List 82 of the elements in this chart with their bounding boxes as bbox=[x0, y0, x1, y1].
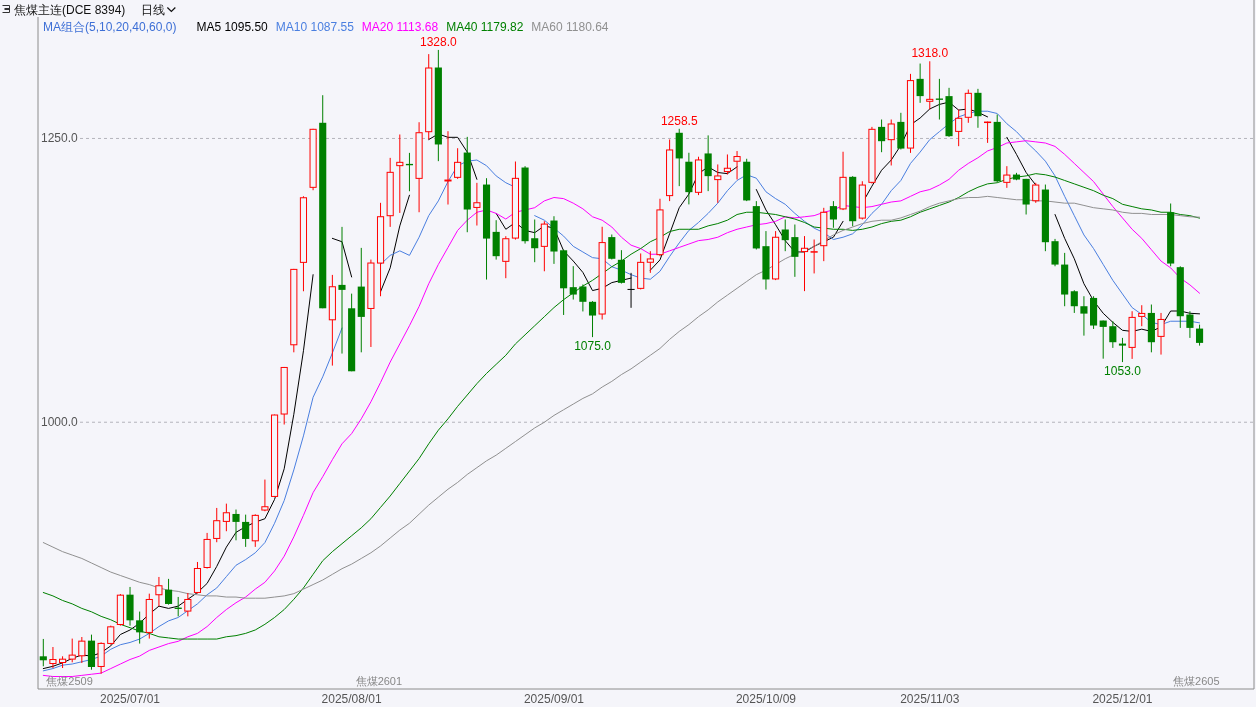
candlestick bbox=[396, 133, 404, 214]
candlestick bbox=[444, 130, 452, 206]
text: MA40 1179.82 bbox=[446, 20, 524, 34]
candlestick bbox=[1118, 337, 1127, 363]
candlestick bbox=[1003, 165, 1011, 189]
candlestick bbox=[704, 134, 712, 192]
annotation: 焦煤2605 bbox=[1173, 675, 1220, 687]
candlestick bbox=[78, 636, 86, 664]
x-tick-label: 2025/07/01 bbox=[99, 692, 161, 706]
candlestick bbox=[1032, 182, 1040, 204]
x-tick-label: 2025/10/09 bbox=[735, 692, 797, 706]
y-tick-label: 1000.0 bbox=[41, 415, 79, 430]
candlestick bbox=[955, 109, 963, 147]
candlestick bbox=[193, 561, 202, 595]
candlestick bbox=[155, 576, 163, 607]
candlestick bbox=[829, 200, 837, 229]
x-tick-label: 2025/12/01 bbox=[1092, 692, 1153, 706]
candlestick bbox=[1157, 312, 1165, 356]
candlestick bbox=[222, 503, 230, 532]
text: 1258.5 bbox=[660, 113, 698, 128]
candlestick bbox=[68, 638, 76, 663]
candlestick bbox=[261, 479, 269, 512]
candlestick bbox=[916, 63, 924, 104]
text: 1075.0 bbox=[574, 339, 611, 354]
candlestick bbox=[791, 224, 799, 278]
x-tick-label: 2025/09/01 bbox=[523, 692, 585, 706]
candlestick bbox=[232, 509, 240, 541]
candlestick bbox=[1109, 320, 1117, 349]
candlestick bbox=[1099, 320, 1107, 360]
text: MA5 1095.50 bbox=[196, 20, 269, 34]
candlestick bbox=[878, 119, 886, 153]
candlestick bbox=[97, 641, 105, 675]
candlestick bbox=[964, 89, 972, 124]
annotation: 焦煤2509 bbox=[46, 675, 93, 687]
candlestick bbox=[540, 220, 548, 272]
candlestick bbox=[608, 233, 616, 260]
x-tick-label: 2025/08/01 bbox=[321, 692, 382, 706]
candlestick bbox=[588, 300, 597, 338]
text: MA60 1180.64 bbox=[531, 20, 609, 34]
text: 1318.0 bbox=[911, 46, 949, 61]
candlestick bbox=[926, 60, 934, 111]
x-tick-label: 2025/11/03 bbox=[900, 692, 960, 706]
candlestick bbox=[1080, 295, 1088, 337]
candlestick bbox=[723, 153, 731, 175]
candlestick bbox=[569, 265, 577, 301]
candlestick bbox=[1070, 289, 1078, 314]
candlestick bbox=[502, 235, 510, 279]
candlestick bbox=[733, 150, 741, 180]
candlestick bbox=[338, 226, 346, 355]
candlestick bbox=[1051, 238, 1059, 267]
candlestick bbox=[714, 163, 722, 204]
candlestick bbox=[627, 272, 636, 309]
candlestick bbox=[39, 638, 47, 667]
candlestick bbox=[213, 507, 221, 543]
candlestick bbox=[646, 250, 654, 274]
text: 1053.0 bbox=[1104, 364, 1141, 379]
candlestick bbox=[531, 219, 539, 263]
chart-subtitle: 日线 bbox=[141, 2, 166, 17]
text: 1328.0 bbox=[420, 34, 457, 49]
candlestick bbox=[887, 119, 895, 166]
candlestick bbox=[184, 592, 192, 617]
candlestick bbox=[165, 578, 173, 606]
candlestick bbox=[49, 646, 57, 669]
candlestick bbox=[617, 249, 625, 285]
candlestick bbox=[1138, 304, 1146, 327]
candlestick bbox=[781, 219, 789, 252]
candlestick bbox=[984, 121, 992, 144]
candlestick bbox=[800, 235, 809, 292]
y-tick-label: 1250.0 bbox=[41, 131, 79, 146]
candlestick bbox=[1186, 310, 1194, 339]
annotation: 焦煤2601 bbox=[355, 675, 403, 687]
candlestick bbox=[810, 238, 818, 274]
text: MA20 1113.68 bbox=[361, 20, 439, 34]
legend-title: MA组合(5,10,20,40,60,0) bbox=[43, 20, 177, 34]
candlestick bbox=[1195, 324, 1204, 347]
chart-title: 焦煤主连(DCE 8394) bbox=[14, 2, 126, 17]
candlestick bbox=[473, 182, 481, 227]
candlestick bbox=[579, 283, 587, 312]
candlestick bbox=[454, 147, 462, 180]
text: MA10 1087.55 bbox=[275, 20, 355, 34]
candlestick bbox=[242, 514, 250, 548]
candlestick bbox=[974, 88, 982, 129]
